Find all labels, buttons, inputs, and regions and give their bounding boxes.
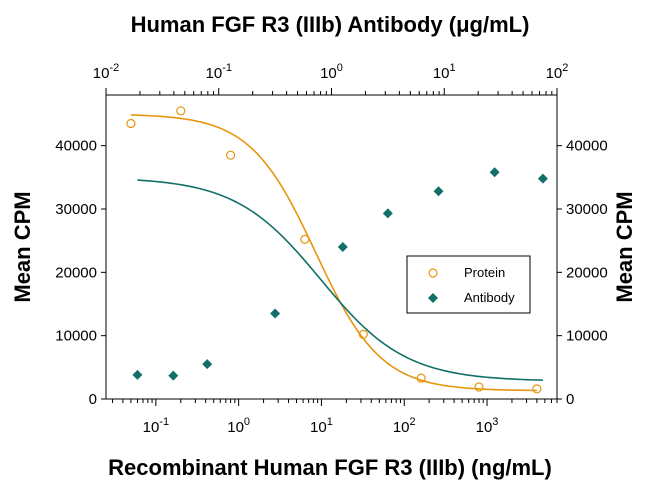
legend: Protein Antibody [406,255,531,314]
y-tick-label-left: 0 [89,391,97,408]
antibody-point [132,369,143,380]
antibody-point [382,208,393,219]
y-tick-label-right: 0 [566,391,574,408]
antibody-point [433,186,444,197]
y-axis-label-left: Mean CPM [10,191,35,302]
legend-antibody-label: Antibody [464,290,515,305]
y-tick-label-left: 40000 [55,138,97,155]
x-tick-label-bottom: 101 [310,416,333,436]
antibody-point [270,308,281,319]
protein-point [358,329,368,339]
antibody-point [202,359,213,370]
x-tick-label-top: 10-2 [93,62,119,82]
x-tick-label-top: 100 [320,62,343,82]
x-tick-label-bottom: 102 [393,416,416,436]
legend-protein-label: Protein [464,265,505,280]
y-tick-label-left: 20000 [55,264,97,281]
protein-point [416,373,426,383]
protein-point [226,150,236,160]
top-axis-ticks: 10-2 10-1 100 101 102 [93,62,569,95]
protein-point [300,234,310,244]
x-tick-label-bottom: 100 [227,416,250,436]
x-tick-label-bottom: 10-1 [143,416,169,436]
x-tick-label-top: 102 [546,62,569,82]
fit-curves [130,114,543,392]
x-axis-label: Recombinant Human FGF R3 (IIIb) (ng/mL) [108,455,552,480]
x-tick-label-bottom: 103 [476,416,499,436]
plot-area [105,94,558,400]
x-tick-label-top: 10-1 [206,62,232,82]
antibody-point [537,173,548,184]
legend-box [406,255,531,314]
antibody-point [168,370,179,381]
y-tick-label-right: 20000 [566,264,608,281]
x-tick-label-top: 101 [433,62,456,82]
y-tick-label-right: 30000 [566,201,608,218]
protein-point [532,384,542,394]
bottom-axis-ticks: 10-1 100 101 102 103 [112,399,558,436]
y-axis-ticks: 0 0 10000 10000 20000 20000 30000 30000 40000 400… [55,138,607,408]
antibody-point [489,167,500,178]
protein-fit-curve [130,114,537,392]
protein-point [474,382,484,392]
protein-point [126,118,136,129]
legend-antibody-marker [428,293,438,303]
legend-protein-marker [428,268,438,278]
y-tick-label-left: 30000 [55,201,97,218]
data-points [126,106,548,394]
y-tick-label-left: 10000 [55,328,97,345]
y-axis-label-right: Mean CPM [612,191,637,302]
chart-title: Human FGF R3 (IIIb) Antibody (μg/mL) [131,12,530,37]
protein-point [176,106,186,116]
y-tick-label-right: 10000 [566,328,608,345]
antibody-point [337,242,348,252]
antibody-fit-curve [137,179,543,381]
y-tick-label-right: 40000 [566,138,608,155]
